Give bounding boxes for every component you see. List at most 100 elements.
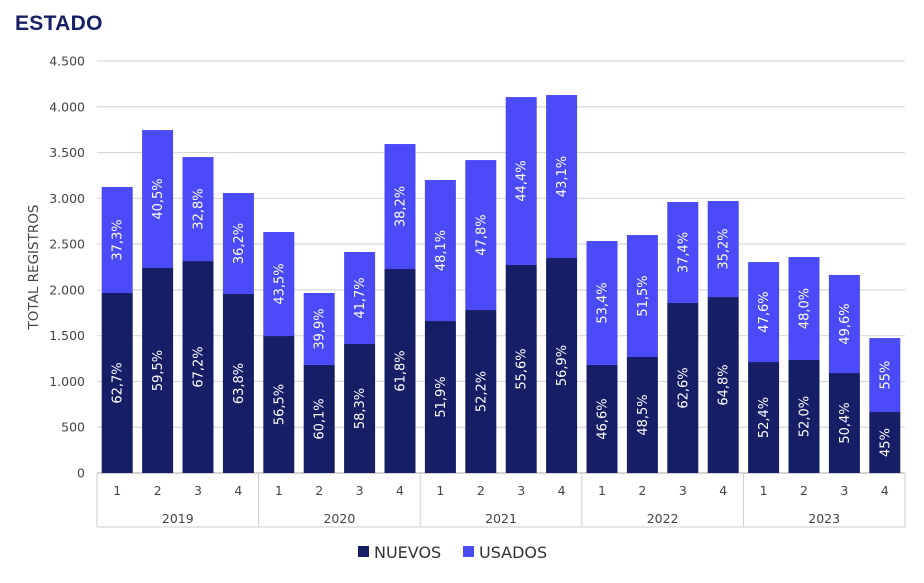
bar-nuevos bbox=[182, 261, 214, 473]
data-label-nuevos: 52,4% bbox=[757, 397, 772, 438]
data-label-usados: 36,2% bbox=[232, 223, 247, 264]
bar-nuevos bbox=[546, 258, 578, 473]
bar-nuevos bbox=[222, 294, 254, 473]
bar-usados bbox=[869, 338, 901, 413]
bar-usados bbox=[586, 240, 618, 365]
bar-nuevos bbox=[707, 297, 739, 473]
bar-usados bbox=[626, 235, 658, 357]
bar-usados bbox=[344, 251, 376, 344]
data-label-usados: 41,7% bbox=[353, 277, 368, 318]
data-label-nuevos: 52,2% bbox=[474, 371, 489, 412]
x-group-label: 2020 bbox=[323, 511, 355, 526]
x-tick-label: 4 bbox=[719, 483, 727, 498]
legend-swatch-nuevos bbox=[358, 546, 369, 557]
data-label-nuevos: 55,6% bbox=[515, 348, 530, 389]
bar-nuevos bbox=[748, 362, 780, 473]
data-label-nuevos: 60,1% bbox=[313, 398, 328, 439]
x-tick-label: 2 bbox=[800, 483, 808, 498]
data-label-nuevos: 45% bbox=[878, 428, 893, 457]
data-label-usados: 40,5% bbox=[151, 178, 166, 219]
bar-usados bbox=[303, 293, 335, 365]
bar-usados bbox=[465, 160, 497, 311]
bar-nuevos bbox=[263, 336, 295, 473]
data-label-nuevos: 51,9% bbox=[434, 376, 449, 417]
x-tick-label: 3 bbox=[840, 483, 848, 498]
y-tick-label: 0 bbox=[77, 466, 85, 481]
y-tick-label: 2.500 bbox=[49, 237, 85, 252]
legend-label-usados: USADOS bbox=[479, 543, 547, 562]
bar-nuevos bbox=[828, 373, 860, 473]
bar-nuevos bbox=[667, 302, 699, 473]
x-tick-label: 1 bbox=[436, 483, 444, 498]
data-label-usados: 51,5% bbox=[636, 275, 651, 316]
data-label-usados: 38,2% bbox=[394, 186, 409, 227]
x-tick-label: 1 bbox=[275, 483, 283, 498]
bar-usados bbox=[182, 157, 214, 262]
bar-usados bbox=[788, 257, 820, 361]
data-label-nuevos: 48,5% bbox=[636, 394, 651, 435]
bar-nuevos bbox=[101, 293, 133, 473]
data-label-usados: 32,8% bbox=[192, 188, 207, 229]
data-label-usados: 35,2% bbox=[717, 228, 732, 269]
data-label-nuevos: 56,5% bbox=[272, 384, 287, 425]
bar-usados bbox=[142, 130, 174, 269]
data-label-nuevos: 61,8% bbox=[394, 350, 409, 391]
data-label-usados: 49,6% bbox=[838, 303, 853, 344]
legend-swatch-usados bbox=[463, 546, 474, 557]
x-tick-label: 4 bbox=[558, 483, 566, 498]
bar-usados bbox=[101, 186, 133, 294]
bar-nuevos bbox=[344, 343, 376, 473]
x-tick-label: 4 bbox=[234, 483, 242, 498]
x-tick-label: 4 bbox=[881, 483, 889, 498]
bar-usados bbox=[828, 274, 860, 374]
data-label-usados: 48,1% bbox=[434, 230, 449, 271]
data-label-nuevos: 46,6% bbox=[596, 398, 611, 439]
y-tick-label: 3.000 bbox=[49, 191, 85, 206]
y-tick-label: 1.000 bbox=[49, 374, 85, 389]
y-tick-label: 3.500 bbox=[49, 145, 85, 160]
x-tick-label: 2 bbox=[638, 483, 646, 498]
data-label-usados: 47,8% bbox=[474, 214, 489, 255]
data-label-nuevos: 62,6% bbox=[676, 367, 691, 408]
x-tick-label: 3 bbox=[356, 483, 364, 498]
data-label-usados: 37,4% bbox=[676, 232, 691, 273]
bar-usados bbox=[707, 200, 739, 298]
bar-usados bbox=[263, 232, 295, 337]
data-label-usados: 43,5% bbox=[272, 263, 287, 304]
x-tick-label: 1 bbox=[760, 483, 768, 498]
bar-usados bbox=[505, 97, 537, 265]
data-label-nuevos: 64,8% bbox=[717, 364, 732, 405]
bar-usados bbox=[424, 180, 456, 322]
x-tick-label: 2 bbox=[315, 483, 323, 498]
x-tick-label: 3 bbox=[517, 483, 525, 498]
data-label-usados: 43,1% bbox=[555, 156, 570, 197]
data-label-usados: 47,6% bbox=[757, 291, 772, 332]
y-tick-label: 1.500 bbox=[49, 328, 85, 343]
bar-usados bbox=[222, 193, 254, 295]
bar-usados bbox=[667, 201, 699, 303]
legend-label-nuevos: NUEVOS bbox=[374, 543, 441, 562]
bar-nuevos bbox=[142, 268, 174, 473]
data-label-usados: 53,4% bbox=[596, 282, 611, 323]
x-tick-label: 4 bbox=[396, 483, 404, 498]
y-tick-label: 500 bbox=[61, 420, 85, 435]
x-tick-label: 2 bbox=[477, 483, 485, 498]
x-tick-label: 3 bbox=[679, 483, 687, 498]
bar-nuevos bbox=[384, 269, 416, 473]
y-tick-label: 4.500 bbox=[49, 54, 85, 69]
bar-nuevos bbox=[465, 310, 497, 473]
data-label-nuevos: 56,9% bbox=[555, 345, 570, 386]
data-label-nuevos: 59,5% bbox=[151, 350, 166, 391]
chart-title: ESTADO bbox=[15, 12, 103, 35]
x-group-label: 2019 bbox=[162, 511, 194, 526]
bar-usados bbox=[384, 144, 416, 270]
x-group-label: 2022 bbox=[647, 511, 679, 526]
x-tick-label: 3 bbox=[194, 483, 202, 498]
bar-nuevos bbox=[505, 264, 537, 473]
data-label-usados: 44,4% bbox=[515, 160, 530, 201]
data-label-nuevos: 50,4% bbox=[838, 402, 853, 443]
x-group-label: 2023 bbox=[808, 511, 840, 526]
bar-nuevos bbox=[869, 412, 901, 473]
data-label-nuevos: 67,2% bbox=[192, 346, 207, 387]
